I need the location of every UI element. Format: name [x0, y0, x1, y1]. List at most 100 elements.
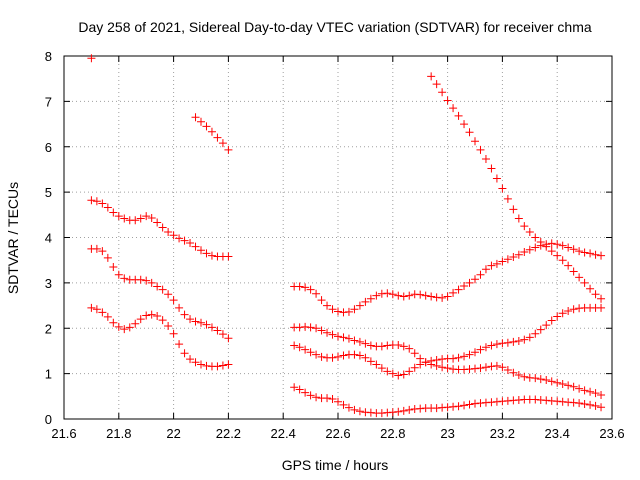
data-point [377, 364, 386, 373]
data-point [514, 250, 523, 259]
data-point [355, 407, 364, 416]
data-point [136, 315, 145, 324]
data-point [98, 199, 107, 208]
data-point [520, 222, 529, 231]
data-point [114, 270, 123, 279]
data-point [191, 113, 200, 122]
data-point [328, 330, 337, 339]
data-point [514, 370, 523, 379]
data-point [471, 348, 479, 357]
data-point [328, 353, 337, 362]
data-point [213, 362, 222, 371]
data-point [503, 365, 512, 374]
data-point [366, 357, 375, 366]
data-point [180, 349, 189, 358]
x-tick-label: 22.2 [216, 426, 241, 441]
data-point [586, 400, 595, 409]
data-point [492, 340, 501, 349]
data-point [317, 326, 326, 335]
data-point [207, 323, 216, 332]
data-point [312, 289, 321, 298]
data-point [476, 270, 485, 279]
data-point [558, 241, 567, 250]
data-point [394, 407, 403, 416]
data-point [158, 223, 167, 232]
data-point [449, 104, 458, 113]
data-point [295, 282, 304, 291]
data-point [410, 363, 419, 372]
data-point [580, 400, 589, 409]
data-point [295, 385, 304, 394]
data-point [147, 310, 156, 319]
x-axis-label: GPS time / hours [282, 457, 389, 473]
data-point [525, 245, 534, 254]
series-s9 [290, 383, 606, 418]
data-point [202, 320, 211, 329]
data-point [591, 389, 600, 398]
data-point [547, 247, 556, 256]
data-point [449, 288, 458, 297]
data-point [366, 294, 375, 303]
data-point [202, 122, 211, 131]
data-point [520, 372, 529, 381]
data-point [498, 184, 507, 193]
data-point [164, 290, 173, 299]
data-point [218, 361, 227, 370]
series-s10 [427, 72, 606, 303]
data-point [131, 216, 140, 225]
data-point [317, 296, 326, 305]
data-point [421, 358, 430, 367]
data-point [98, 308, 107, 317]
data-point [460, 120, 469, 129]
data-point [377, 342, 386, 351]
data-point [103, 253, 112, 262]
data-point [224, 360, 233, 369]
data-point [394, 291, 403, 300]
data-point [536, 375, 545, 384]
data-point [301, 283, 310, 292]
data-point [564, 261, 573, 270]
data-point [355, 337, 364, 346]
data-point [536, 325, 545, 334]
data-point [553, 251, 562, 260]
data-point [109, 318, 118, 327]
data-point [169, 329, 178, 338]
data-point [197, 117, 205, 126]
series-s4 [87, 244, 233, 343]
data-point [405, 405, 414, 414]
data-point [542, 321, 551, 330]
data-point [542, 242, 551, 251]
data-point [421, 291, 430, 300]
data-point [481, 155, 490, 164]
data-point [471, 137, 479, 146]
data-point [224, 334, 233, 343]
data-point [383, 367, 392, 376]
data-point [350, 336, 359, 345]
data-point [553, 378, 562, 387]
data-point [597, 303, 606, 312]
data-point [498, 363, 507, 372]
data-point [531, 243, 540, 252]
y-tick-label: 7 [45, 94, 52, 109]
data-point [136, 275, 145, 284]
data-point [306, 348, 315, 357]
data-point [591, 250, 600, 259]
data-point [586, 249, 595, 258]
x-tick-label: 23.4 [545, 426, 570, 441]
data-point [575, 384, 584, 393]
data-point [350, 350, 359, 359]
data-point [103, 312, 112, 321]
data-point [416, 290, 425, 299]
x-tick-label: 21.6 [51, 426, 76, 441]
data-marks [87, 54, 606, 418]
data-point [169, 231, 178, 240]
data-point [454, 111, 463, 120]
data-point [334, 332, 342, 341]
data-point [290, 341, 299, 350]
data-point [492, 361, 501, 370]
y-tick-label: 1 [45, 367, 52, 382]
data-point [520, 248, 529, 257]
data-point [142, 311, 151, 320]
data-point [405, 291, 414, 300]
data-point [575, 247, 584, 256]
